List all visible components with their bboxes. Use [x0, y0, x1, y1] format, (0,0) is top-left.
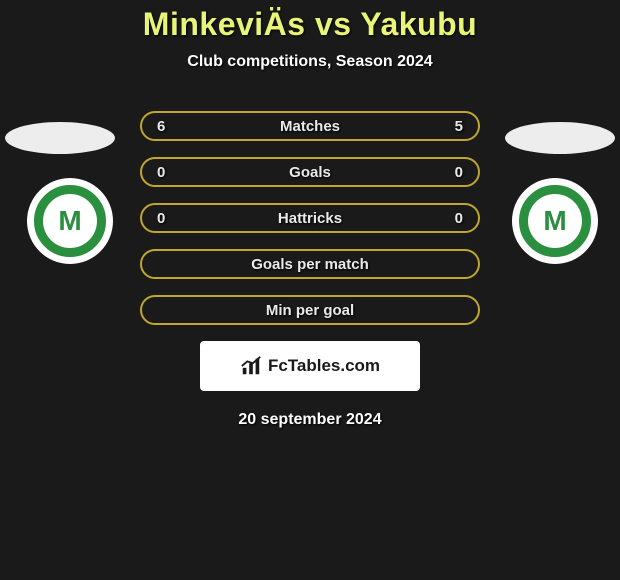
club-crest-left: M [27, 178, 113, 264]
stat-row-goals: 0 Goals 0 [140, 157, 480, 187]
stat-left-value: 0 [157, 164, 165, 181]
stat-row-matches: 6 Matches 5 [140, 111, 480, 141]
subtitle: Club competitions, Season 2024 [0, 53, 620, 71]
stat-row-goals-per-match: Goals per match [140, 249, 480, 279]
brand-badge: FcTables.com [200, 341, 420, 391]
stat-label: Matches [280, 118, 340, 135]
stat-right-value: 0 [455, 164, 463, 181]
stat-label: Goals per match [251, 256, 369, 273]
avatar-left [5, 122, 115, 154]
stat-row-hattricks: 0 Hattricks 0 [140, 203, 480, 233]
stat-label: Hattricks [278, 210, 342, 227]
brand-label: FcTables.com [268, 356, 380, 376]
bar-chart-icon [240, 355, 262, 377]
page-title: MinkeviÄs vs Yakubu [0, 6, 620, 43]
footer-date: 20 september 2024 [0, 411, 620, 429]
avatar-right [505, 122, 615, 154]
stat-label: Min per goal [266, 302, 354, 319]
stats-table: 6 Matches 5 0 Goals 0 0 Hattricks 0 Goal… [140, 111, 480, 325]
stat-row-min-per-goal: Min per goal [140, 295, 480, 325]
stat-label: Goals [289, 164, 331, 181]
club-crest-right: M [512, 178, 598, 264]
crest-letter-left: M [58, 205, 81, 237]
stat-left-value: 0 [157, 210, 165, 227]
comparison-card: MinkeviÄs vs Yakubu Club competitions, S… [0, 0, 620, 429]
stat-right-value: 0 [455, 210, 463, 227]
crest-letter-right: M [543, 205, 566, 237]
stat-right-value: 5 [455, 118, 463, 135]
stat-left-value: 6 [157, 118, 165, 135]
